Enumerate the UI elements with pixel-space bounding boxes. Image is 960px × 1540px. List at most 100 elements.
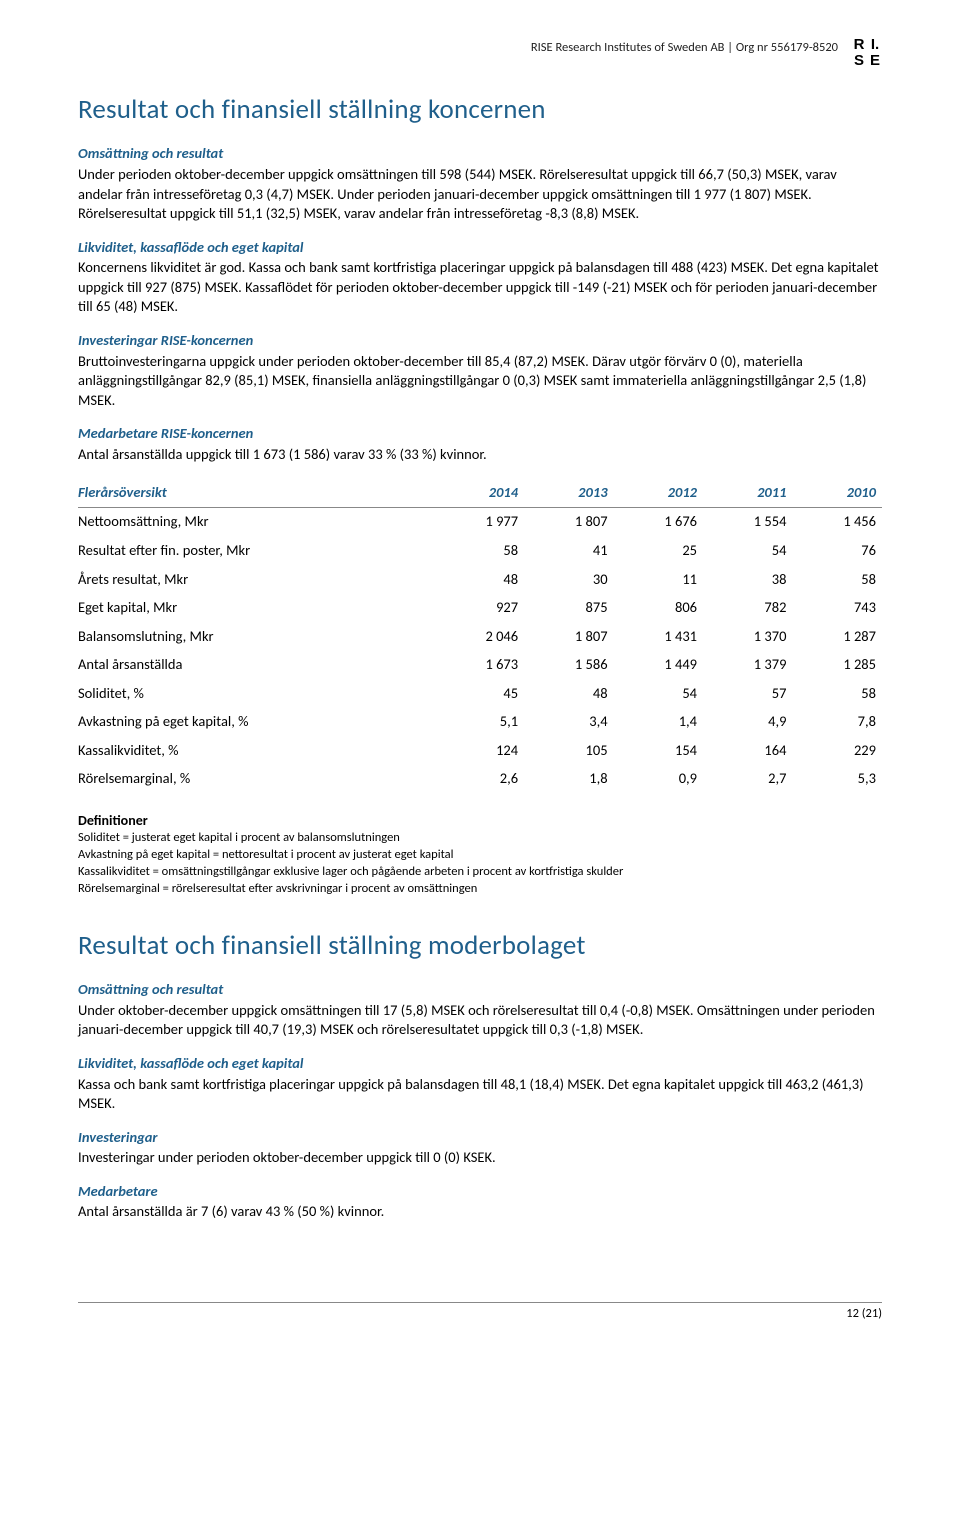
row-label: Antal årsanställda	[78, 651, 435, 680]
logo-glyph: I.	[868, 38, 882, 52]
body-paragraph: Investeringar under perioden oktober-dec…	[78, 1148, 882, 1168]
subsection-heading: Investeringar RISE-koncernen	[78, 331, 882, 351]
row-value: 1 285	[792, 651, 882, 680]
row-value: 11	[614, 565, 703, 594]
row-value: 154	[614, 736, 703, 765]
subsection-heading: Investeringar	[78, 1128, 882, 1148]
row-value: 2,6	[435, 765, 524, 794]
definition-line: Soliditet = justerat eget kapital i proc…	[78, 830, 882, 847]
subsection-heading: Omsättning och resultat	[78, 980, 882, 1000]
row-value: 1 807	[524, 622, 613, 651]
subsection-heading: Medarbetare	[78, 1182, 882, 1202]
row-value: 57	[703, 679, 792, 708]
row-label: Kassalikviditet, %	[78, 736, 435, 765]
subsection-heading: Omsättning och resultat	[78, 144, 882, 164]
table-row: Eget kapital, Mkr927875806782743	[78, 594, 882, 623]
row-value: 54	[614, 679, 703, 708]
row-value: 1,8	[524, 765, 613, 794]
body-paragraph: Under perioden oktober-december uppgick …	[78, 165, 882, 224]
definition-line: Kassalikviditet = omsättningstillgångar …	[78, 864, 882, 881]
row-label: Rörelsemarginal, %	[78, 765, 435, 794]
body-paragraph: Antal årsanställda är 7 (6) varav 43 % (…	[78, 1202, 882, 1222]
subsection-heading: Medarbetare RISE-koncernen	[78, 424, 882, 444]
row-value: 806	[614, 594, 703, 623]
row-value: 1,4	[614, 708, 703, 737]
row-value: 1 379	[703, 651, 792, 680]
row-value: 2,7	[703, 765, 792, 794]
row-value: 124	[435, 736, 524, 765]
row-value: 1 287	[792, 622, 882, 651]
table-row: Antal årsanställda1 6731 5861 4491 3791 …	[78, 651, 882, 680]
row-value: 41	[524, 536, 613, 565]
row-value: 58	[792, 679, 882, 708]
document-header: RISE Research Institutes of Sweden AB | …	[78, 38, 882, 68]
multi-year-table: Flerårsöversikt20142013201220112010 Nett…	[78, 478, 882, 793]
row-value: 1 676	[614, 507, 703, 536]
row-value: 3,4	[524, 708, 613, 737]
table-year-header: 2011	[703, 478, 792, 507]
definitions-heading: Definitioner	[78, 812, 882, 831]
row-value: 782	[703, 594, 792, 623]
row-value: 38	[703, 565, 792, 594]
row-value: 48	[524, 679, 613, 708]
row-value: 1 431	[614, 622, 703, 651]
page-number: 12 (21)	[846, 1306, 882, 1321]
table-row: Resultat efter fin. poster, Mkr584125547…	[78, 536, 882, 565]
row-value: 58	[792, 565, 882, 594]
row-value: 7,8	[792, 708, 882, 737]
logo-glyph: S	[852, 54, 866, 68]
table-row: Balansomslutning, Mkr2 0461 8071 4311 37…	[78, 622, 882, 651]
row-value: 25	[614, 536, 703, 565]
table-year-header: 2010	[792, 478, 882, 507]
row-label: Soliditet, %	[78, 679, 435, 708]
definition-line: Rörelsemarginal = rörelseresultat efter …	[78, 881, 882, 898]
body-paragraph: Koncernens likviditet är god. Kassa och …	[78, 258, 882, 317]
row-value: 1 449	[614, 651, 703, 680]
section-title-koncernen: Resultat och finansiell ställning koncer…	[78, 92, 882, 128]
row-value: 1 586	[524, 651, 613, 680]
row-value: 875	[524, 594, 613, 623]
logo-glyph: R	[852, 38, 866, 52]
page-footer: 12 (21)	[78, 1302, 882, 1323]
table-row: Rörelsemarginal, %2,61,80,92,75,3	[78, 765, 882, 794]
row-value: 1 977	[435, 507, 524, 536]
row-label: Avkastning på eget kapital, %	[78, 708, 435, 737]
table-year-header: 2013	[524, 478, 613, 507]
row-value: 1 456	[792, 507, 882, 536]
row-label: Balansomslutning, Mkr	[78, 622, 435, 651]
row-value: 58	[435, 536, 524, 565]
definitions-block: Definitioner Soliditet = justerat eget k…	[78, 812, 882, 898]
row-label: Resultat efter fin. poster, Mkr	[78, 536, 435, 565]
row-value: 5,1	[435, 708, 524, 737]
row-value: 1 370	[703, 622, 792, 651]
row-value: 0,9	[614, 765, 703, 794]
row-value: 1 673	[435, 651, 524, 680]
body-paragraph: Bruttoinvesteringarna uppgick under peri…	[78, 352, 882, 411]
row-value: 105	[524, 736, 613, 765]
table-row: Soliditet, %4548545758	[78, 679, 882, 708]
row-value: 1 807	[524, 507, 613, 536]
table-row: Årets resultat, Mkr4830113858	[78, 565, 882, 594]
table-year-header: 2012	[614, 478, 703, 507]
row-value: 927	[435, 594, 524, 623]
row-value: 164	[703, 736, 792, 765]
table-row: Kassalikviditet, %124105154164229	[78, 736, 882, 765]
row-value: 54	[703, 536, 792, 565]
row-label: Årets resultat, Mkr	[78, 565, 435, 594]
row-value: 4,9	[703, 708, 792, 737]
logo-glyph: E	[868, 54, 882, 68]
definition-line: Avkastning på eget kapital = nettoresult…	[78, 847, 882, 864]
table-row: Avkastning på eget kapital, %5,13,41,44,…	[78, 708, 882, 737]
row-value: 30	[524, 565, 613, 594]
row-value: 48	[435, 565, 524, 594]
row-value: 1 554	[703, 507, 792, 536]
section-title-moderbolaget: Resultat och finansiell ställning moderb…	[78, 928, 882, 964]
body-paragraph: Kassa och bank samt kortfristiga placeri…	[78, 1075, 882, 1114]
row-value: 2 046	[435, 622, 524, 651]
row-value: 229	[792, 736, 882, 765]
org-line: RISE Research Institutes of Sweden AB | …	[531, 38, 838, 57]
row-value: 76	[792, 536, 882, 565]
row-label: Nettoomsättning, Mkr	[78, 507, 435, 536]
body-paragraph: Under oktober-december uppgick omsättnin…	[78, 1001, 882, 1040]
table-year-header: 2014	[435, 478, 524, 507]
